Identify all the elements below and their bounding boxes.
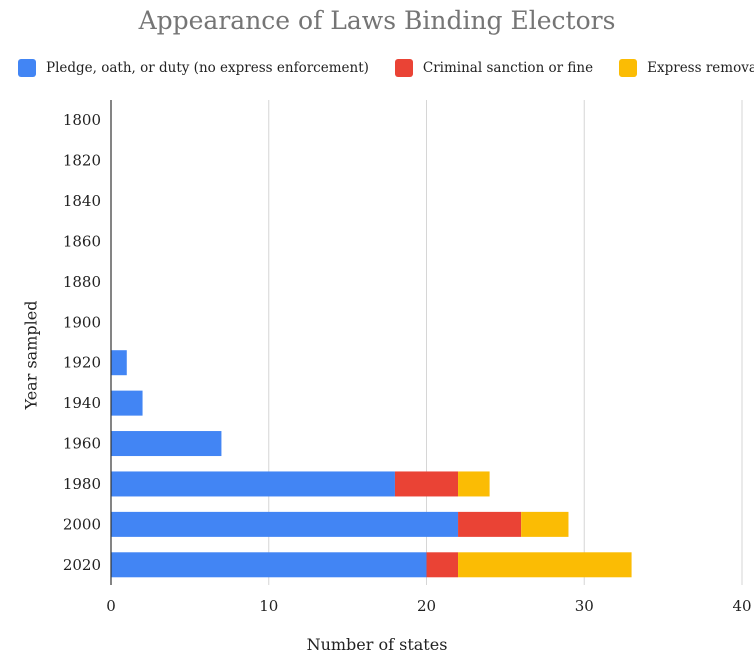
x-tick-label-30: 30	[575, 597, 594, 615]
bar-2000-series-1	[458, 511, 522, 537]
legend-label-pledge: Pledge, oath, or duty (no express enforc…	[46, 60, 369, 76]
bar-1960-series-0	[111, 431, 222, 457]
y-tick-label-1860: 1860	[63, 232, 101, 250]
y-tick-label-1820: 1820	[63, 152, 101, 170]
legend-item-pledge[interactable]: Pledge, oath, or duty (no express enforc…	[18, 59, 369, 77]
legend-label-criminal: Criminal sanction or fine	[422, 60, 594, 76]
bar-2000-series-2	[521, 511, 569, 537]
chart-title: Appearance of Laws Binding Electors	[138, 6, 616, 35]
y-tick-label-2000: 2000	[63, 515, 101, 533]
y-axis-title: Year sampled	[21, 300, 41, 410]
y-tick-label-1980: 1980	[63, 475, 101, 493]
legend-item-criminal[interactable]: Criminal sanction or fine	[394, 59, 594, 77]
y-tick-label-1880: 1880	[63, 273, 101, 291]
x-tick-label-0: 0	[106, 597, 116, 615]
legend-swatch-criminal	[394, 59, 413, 77]
bar-1940-series-0	[111, 390, 143, 416]
bar-1980-series-0	[111, 471, 395, 497]
bar-2020-series-1	[426, 552, 459, 578]
y-tick-label-1840: 1840	[63, 192, 101, 210]
y-tick-label-2020: 2020	[63, 556, 101, 574]
x-tick-label-10: 10	[259, 597, 278, 615]
y-tick-label-1900: 1900	[63, 313, 101, 331]
bar-1920-series-0	[111, 350, 127, 376]
bar-2000-series-0	[111, 511, 459, 537]
legend: Pledge, oath, or duty (no express enforc…	[18, 57, 754, 79]
y-tick-label-1940: 1940	[63, 394, 101, 412]
y-tick-label-1800: 1800	[63, 111, 101, 129]
bar-2020-series-0	[111, 552, 427, 578]
x-tick-label-20: 20	[417, 597, 436, 615]
bar-2020-series-2	[458, 552, 632, 578]
legend-label-removal: Express removal	[647, 60, 754, 76]
y-tick-label-1920: 1920	[63, 354, 101, 372]
legend-swatch-removal	[619, 59, 638, 77]
bar-1980-series-1	[394, 471, 459, 497]
bar-1980-series-2	[458, 471, 490, 497]
y-tick-label-1960: 1960	[63, 435, 101, 453]
legend-swatch-pledge	[18, 59, 36, 77]
x-axis-title: Number of states	[306, 635, 448, 654]
x-tick-label-40: 40	[732, 597, 751, 615]
legend-item-removal[interactable]: Express removal	[619, 59, 754, 77]
